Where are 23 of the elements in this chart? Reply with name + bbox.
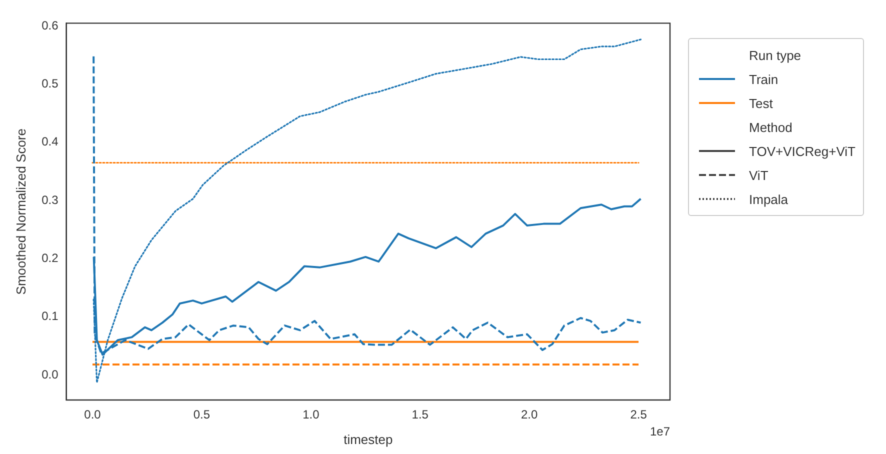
x-tick-label: 0.5 — [193, 408, 210, 422]
y-tick-label: 0.1 — [42, 309, 59, 324]
y-tick-label: 0.6 — [42, 18, 59, 32]
y-tick-label: 0.0 — [42, 367, 59, 382]
legend-label: Impala — [749, 192, 788, 206]
y-tick-label: 0.5 — [42, 76, 59, 91]
text: 1e7 — [650, 424, 670, 438]
legend-label: Train — [749, 72, 778, 86]
legend-label: ViT — [749, 168, 768, 182]
y-tick-label: 0.4 — [42, 134, 59, 149]
y-axis-title: Smoothed Normalized Score — [13, 128, 28, 295]
legend-label: TOV+VICReg+ViT — [749, 144, 856, 158]
x-tick-label: 2.0 — [520, 408, 538, 422]
x-tick-label: 0.0 — [84, 408, 102, 422]
x-tick-label: 1.0 — [302, 408, 320, 422]
x-tick-label: 1.5 — [412, 408, 429, 422]
y-tick-label: 0.2 — [42, 251, 59, 266]
y-tick-label: 0.3 — [42, 192, 59, 207]
x-tick-label: 2.5 — [630, 408, 648, 422]
x-axis-title: timestep — [344, 432, 393, 447]
text: Method — [748, 118, 794, 136]
legend-label: Test — [749, 96, 773, 110]
legend-title: Run type — [748, 46, 802, 65]
